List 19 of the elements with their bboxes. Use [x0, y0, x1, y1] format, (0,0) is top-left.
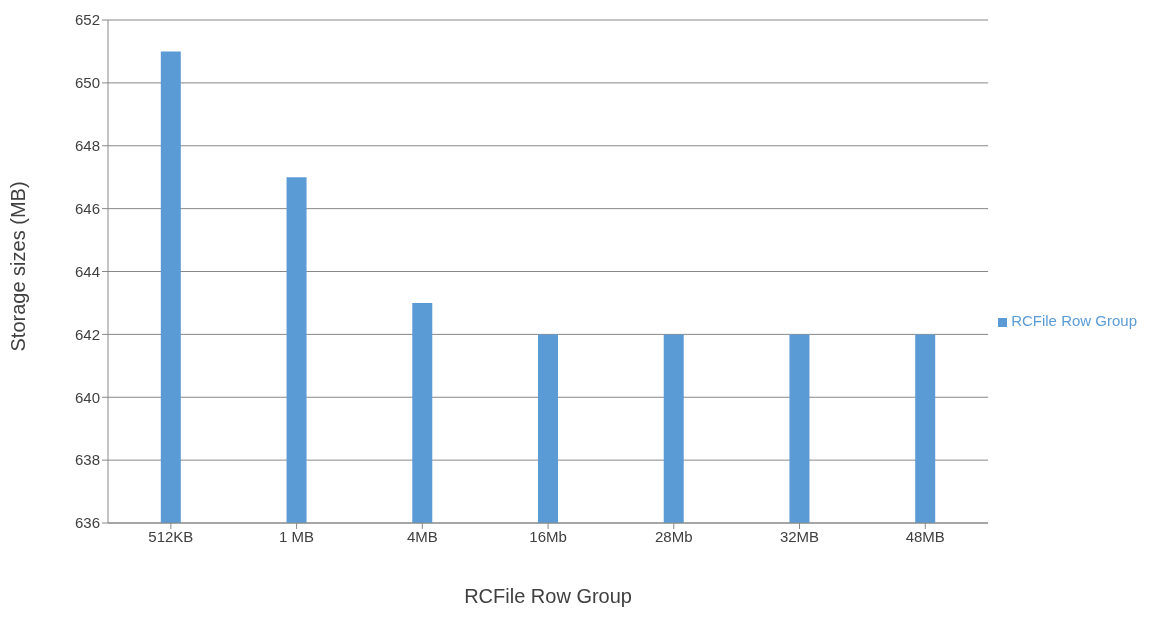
- y-tick-label: 646: [74, 199, 100, 217]
- y-tick-label: 648: [74, 137, 100, 155]
- x-tick-label: 28Mb: [655, 527, 693, 545]
- y-tick-label: 636: [74, 514, 100, 532]
- y-tick-label: 638: [74, 451, 100, 469]
- y-tick-label: 642: [74, 325, 100, 343]
- y-axis-title: Storage sizes (MB): [7, 181, 30, 352]
- y-tick-label: 640: [74, 388, 100, 406]
- x-tick-label: 1 MB: [279, 527, 315, 545]
- y-tick-label: 650: [74, 74, 100, 92]
- x-tick-label: 16Mb: [529, 527, 567, 545]
- x-tick-label: 48MB: [905, 527, 945, 545]
- legend-label: RCFile Row Group: [1011, 312, 1137, 329]
- x-tick-label: 4MB: [406, 527, 438, 545]
- x-tick-label: 32MB: [779, 527, 820, 545]
- y-tick-label: 652: [74, 11, 100, 29]
- x-tick-label: 512KB: [148, 527, 194, 545]
- x-axis-title: RCFile Row Group: [464, 585, 632, 607]
- y-tick-label: 644: [74, 262, 100, 280]
